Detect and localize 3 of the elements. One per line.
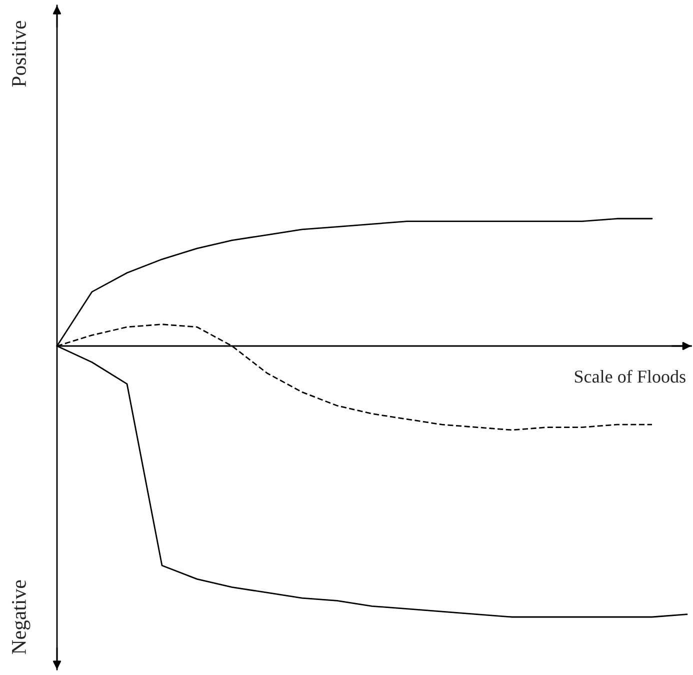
text: Positive [12, 20, 26, 87]
x-axis-title: Scale of Floods [574, 370, 686, 383]
text: Negative [12, 580, 30, 654]
